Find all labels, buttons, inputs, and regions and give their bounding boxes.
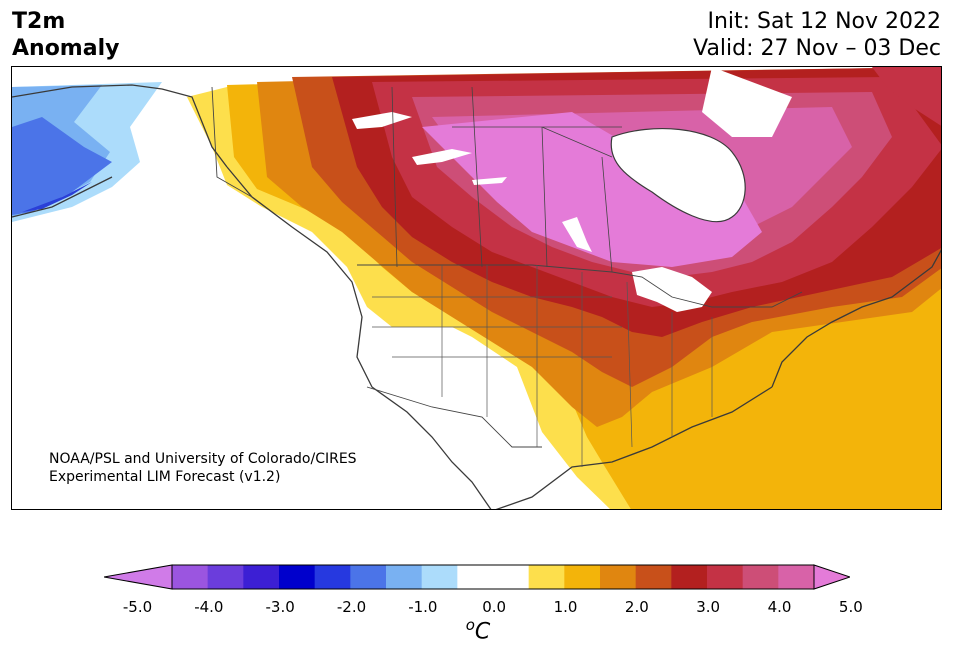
- colorbar-cell: [279, 565, 316, 589]
- state-borders: [372, 265, 713, 467]
- colorbar-cell: [386, 565, 423, 589]
- colorbar-cell: [207, 565, 244, 589]
- great-lakes: [632, 267, 712, 312]
- colorbar-tick-label: -1.0: [408, 598, 438, 616]
- east-coastline: [771, 249, 941, 388]
- us-mexico-border: [366, 386, 542, 448]
- forecast-dates: Init: Sat 12 Nov 2022 Valid: 27 Nov – 03…: [693, 8, 941, 62]
- lake-athabasca: [472, 177, 507, 185]
- colorbar-cell: [707, 565, 744, 589]
- anomaly-map: [11, 66, 942, 510]
- colorbar-cell: [350, 565, 387, 589]
- unit-degree: o: [465, 616, 475, 634]
- us-canada-border: [357, 264, 803, 308]
- colorbar-cell: [635, 565, 672, 589]
- colorbar-cell: [457, 565, 494, 589]
- colorbar-outline: [171, 564, 815, 590]
- colorbar-cells: [104, 564, 850, 590]
- colorbar-cell: [314, 565, 351, 589]
- colorbar-cell: [493, 565, 530, 589]
- anomaly-cold-2: [12, 117, 112, 215]
- gulf-coastline: [495, 386, 773, 509]
- colorbar-tick-label: 5.0: [838, 598, 863, 616]
- colorbar-tick-label: 1.0: [553, 598, 578, 616]
- colorbar-tick-label: -4.0: [194, 598, 224, 616]
- colorbar: [104, 564, 850, 590]
- map-canvas: [12, 67, 941, 509]
- province-borders: [391, 86, 622, 273]
- colorbar-tick-label: -5.0: [122, 598, 153, 616]
- colorbar-cell: [528, 565, 565, 589]
- credit-text: NOAA/PSL and University of Colorado/CIRE…: [49, 450, 357, 486]
- valid-date: Valid: 27 Nov – 03 Dec: [693, 36, 941, 61]
- anomaly-warm-9: [422, 112, 762, 267]
- colorbar-cell: [243, 565, 280, 589]
- unit-letter: C: [474, 619, 491, 645]
- colorbar-cell: [742, 565, 779, 589]
- colorbar-tick-label: 4.0: [767, 598, 792, 616]
- plot-title: T2m Anomaly: [12, 8, 119, 62]
- west-coastline: [226, 166, 492, 509]
- great-slave-lake: [412, 149, 472, 165]
- colorbar-cell: [564, 565, 601, 589]
- colorbar-tick-label: -2.0: [336, 598, 367, 616]
- colorbar-tick-label: -3.0: [265, 598, 295, 616]
- title-line-2: Anomaly: [12, 36, 120, 61]
- lake-winnipeg: [562, 217, 592, 252]
- init-date: Init: Sat 12 Nov 2022: [707, 9, 941, 34]
- credit-line-1: NOAA/PSL and University of Colorado/CIRE…: [49, 451, 357, 467]
- colorbar-cell: [600, 565, 637, 589]
- hudson-bay-coast: [610, 128, 746, 223]
- colorbar-tick-label: 0.0: [482, 598, 507, 616]
- great-bear-lake: [352, 112, 412, 129]
- title-line-1: T2m: [12, 9, 66, 34]
- canada-alaska-border: [211, 86, 253, 198]
- credit-line-2: Experimental LIM Forecast (v1.2): [49, 469, 281, 485]
- colorbar-cell: [172, 565, 209, 589]
- colorbar-cell: [421, 565, 458, 589]
- colorbar-extend-high: [813, 564, 850, 590]
- greenland: [872, 67, 941, 126]
- alaska-coastline: [12, 84, 228, 218]
- colorbar-extend-low: [104, 564, 173, 590]
- colorbar-cell: [671, 565, 708, 589]
- colorbar-tick-label: 3.0: [696, 598, 721, 616]
- hudson-bay: [611, 128, 746, 222]
- colorbar-cell: [778, 565, 815, 589]
- colorbar-tick-label: 2.0: [624, 598, 649, 616]
- arctic-water: [702, 67, 792, 137]
- unit-label: oC: [466, 616, 491, 644]
